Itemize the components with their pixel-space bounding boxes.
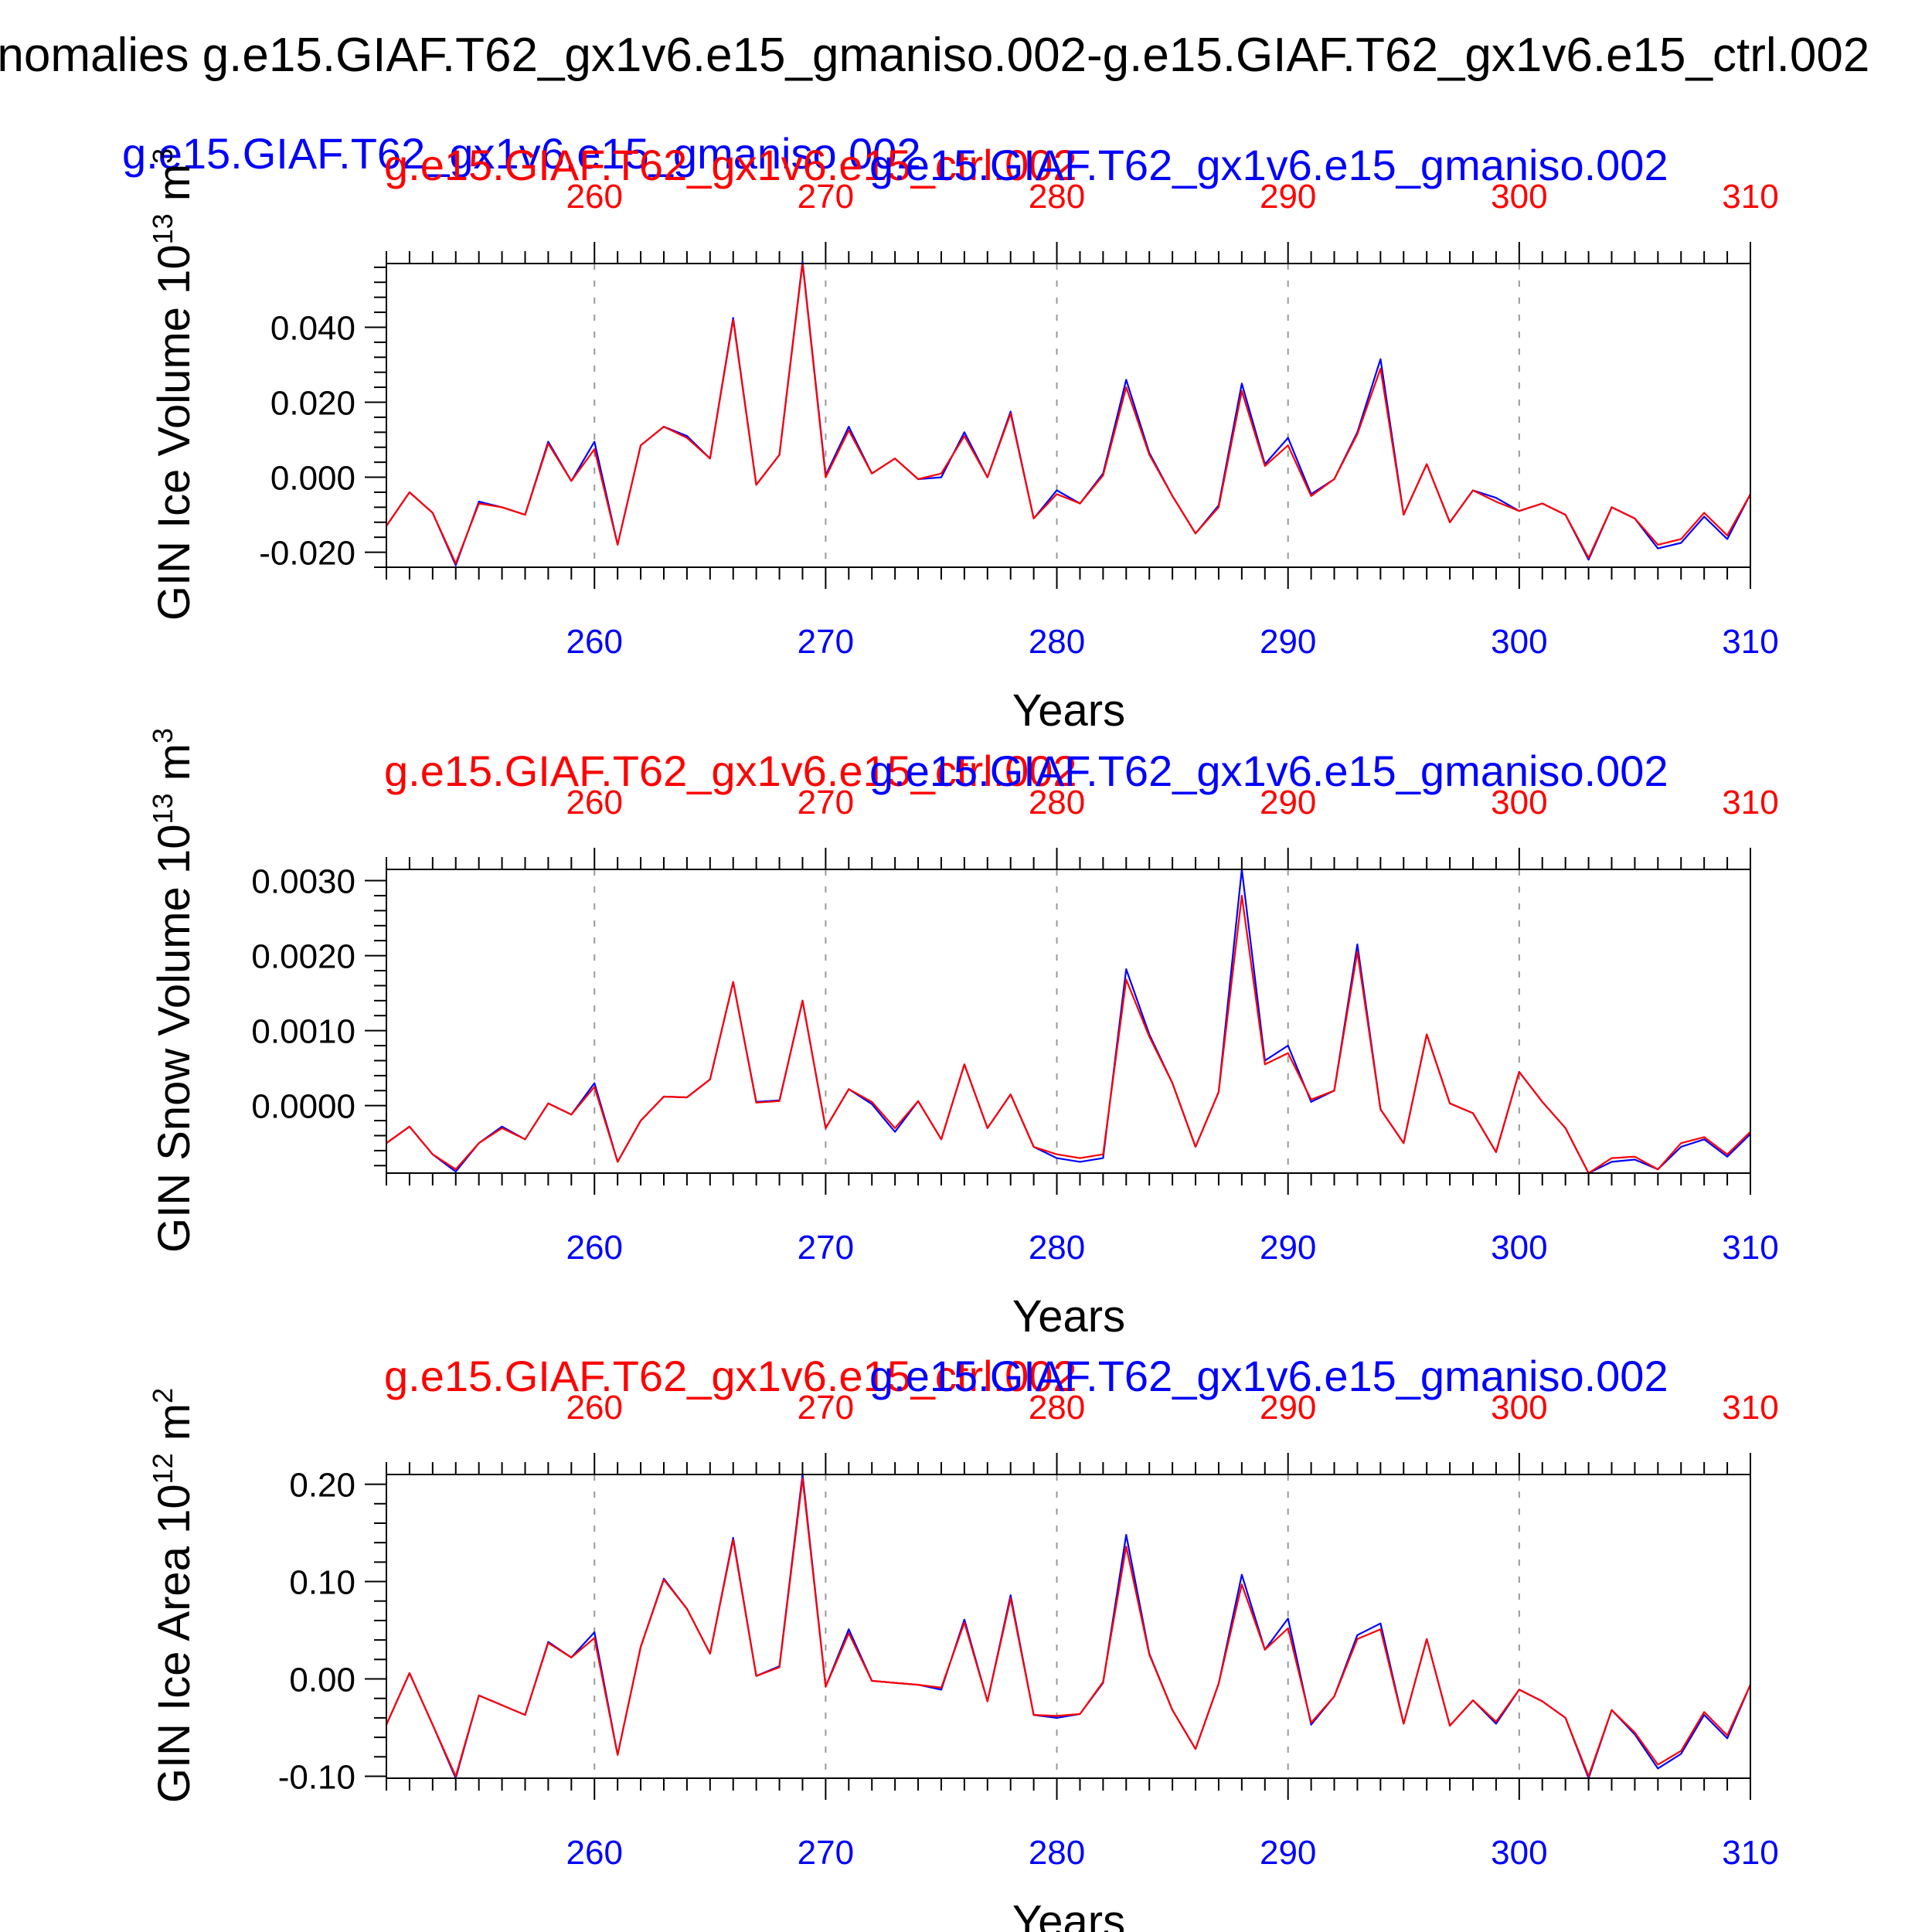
y-tick-label: 0.000 bbox=[270, 460, 355, 498]
plot-frame bbox=[386, 1474, 1751, 1779]
x-tick-label-top: 300 bbox=[1491, 1389, 1547, 1427]
y-axis-label-part: 3 bbox=[147, 728, 179, 743]
y-ticks bbox=[365, 1483, 386, 1777]
y-axis-label-part: m bbox=[149, 743, 199, 793]
x-tick-label-bottom: 270 bbox=[798, 623, 854, 661]
x-tick-label-bottom: 300 bbox=[1491, 1834, 1547, 1872]
x-tick-label-top: 270 bbox=[798, 784, 854, 821]
y-tick-label: 0.040 bbox=[270, 309, 355, 347]
x-ticks bbox=[386, 242, 1751, 589]
plot-frame bbox=[386, 263, 1751, 568]
series-label-control: g.e15.GIAF.T62_gx1v6.e15_ctrl.002 bbox=[384, 141, 1077, 189]
y-ticks bbox=[365, 266, 386, 568]
x-tick-label-bottom: 260 bbox=[566, 1834, 623, 1872]
x-tick-label-top: 260 bbox=[566, 1389, 623, 1427]
y-axis-label: GIN Ice Volume 1013 m3 bbox=[147, 148, 199, 621]
x-tick-label-top: 260 bbox=[566, 784, 623, 821]
series-label-case: g.e15.GIAF.T62_gx1v6.e15_gmaniso.002 bbox=[869, 747, 1668, 795]
y-tick-label: 0.020 bbox=[270, 385, 355, 423]
y-axis-label-part: GIN Ice Volume 10 bbox=[149, 244, 199, 621]
x-tick-label-bottom: 270 bbox=[798, 1229, 854, 1267]
x-tick-label-bottom: 270 bbox=[798, 1834, 854, 1872]
series-label-case: g.e15.GIAF.T62_gx1v6.e15_gmaniso.002 bbox=[869, 1352, 1668, 1400]
x-axis-label: Years bbox=[1012, 685, 1125, 736]
x-tick-label-top: 260 bbox=[566, 178, 623, 216]
series-label-case: g.e15.GIAF.T62_gx1v6.e15_gmaniso.002 bbox=[869, 141, 1668, 189]
y-tick-label: -0.10 bbox=[278, 1758, 355, 1796]
y-tick-label: 0.0010 bbox=[251, 1013, 355, 1051]
x-tick-label-bottom: 260 bbox=[566, 1229, 623, 1267]
x-tick-label-top: 300 bbox=[1491, 178, 1547, 216]
y-tick-label: 0.0030 bbox=[251, 863, 355, 901]
x-tick-label-bottom: 260 bbox=[566, 623, 623, 661]
x-tick-label-top: 280 bbox=[1029, 784, 1085, 821]
y-axis-label-part: 12 bbox=[147, 1453, 179, 1484]
y-tick-label: -0.020 bbox=[259, 535, 355, 573]
y-ticks bbox=[365, 879, 386, 1167]
series-line bbox=[386, 894, 1751, 1175]
y-axis-label: GIN Snow Volume 1013 m3 bbox=[147, 728, 199, 1253]
panel-2: g.e15.GIAF.T62_gx1v6.e15_ctrl.002g.e15.G… bbox=[147, 728, 1779, 1342]
y-axis-label-part: 2 bbox=[147, 1388, 179, 1403]
x-tick-label-top: 290 bbox=[1260, 178, 1316, 216]
y-tick-label: 0.10 bbox=[289, 1564, 355, 1602]
x-ticks bbox=[386, 1453, 1751, 1800]
x-tick-label-bottom: 310 bbox=[1722, 623, 1778, 661]
y-axis-label-part: 13 bbox=[147, 213, 179, 244]
figure-title: Anomalies g.e15.GIAF.T62_gx1v6.e15_gmani… bbox=[0, 29, 1869, 82]
y-tick-label: 0.00 bbox=[289, 1662, 355, 1699]
y-tick-label: 0.0000 bbox=[251, 1088, 355, 1126]
x-tick-label-bottom: 300 bbox=[1491, 1229, 1547, 1267]
y-tick-label: 0.20 bbox=[289, 1467, 355, 1505]
legend-case-name: g.e15.GIAF.T62_gx1v6.e15_gmaniso.002 bbox=[122, 129, 921, 178]
x-axis-label: Years bbox=[1012, 1291, 1125, 1342]
series-label-control: g.e15.GIAF.T62_gx1v6.e15_ctrl.002 bbox=[384, 1352, 1077, 1400]
x-tick-label-bottom: 280 bbox=[1029, 623, 1085, 661]
x-tick-label-bottom: 280 bbox=[1029, 1834, 1085, 1872]
x-axis-label: Years bbox=[1012, 1896, 1125, 1932]
y-axis-label-part: GIN Snow Volume 10 bbox=[149, 825, 199, 1253]
panel-1: g.e15.GIAF.T62_gx1v6.e15_ctrl.002g.e15.G… bbox=[147, 141, 1779, 736]
x-tick-label-top: 300 bbox=[1491, 784, 1547, 821]
x-tick-label-top: 270 bbox=[798, 178, 854, 216]
series-label-control: g.e15.GIAF.T62_gx1v6.e15_ctrl.002 bbox=[384, 747, 1077, 795]
x-tick-label-top: 290 bbox=[1260, 1389, 1316, 1427]
y-axis-label-part: 3 bbox=[147, 148, 179, 164]
plot-frame bbox=[386, 869, 1751, 1174]
x-tick-label-bottom: 290 bbox=[1260, 1229, 1316, 1267]
x-ticks bbox=[386, 848, 1751, 1195]
y-axis-label-part: 13 bbox=[147, 793, 179, 824]
y-axis-label-part: m bbox=[149, 1403, 199, 1453]
x-tick-label-top: 310 bbox=[1722, 1389, 1778, 1427]
x-tick-label-top: 280 bbox=[1029, 1389, 1085, 1427]
y-tick-label: 0.0020 bbox=[251, 938, 355, 976]
x-tick-label-top: 290 bbox=[1260, 784, 1316, 821]
x-tick-label-top: 310 bbox=[1722, 784, 1778, 821]
x-tick-label-top: 310 bbox=[1722, 178, 1778, 216]
x-tick-label-top: 280 bbox=[1029, 178, 1085, 216]
panel-3: g.e15.GIAF.T62_gx1v6.e15_ctrl.002g.e15.G… bbox=[147, 1352, 1779, 1932]
x-tick-label-bottom: 280 bbox=[1029, 1229, 1085, 1267]
y-axis-label-part: m bbox=[149, 164, 199, 213]
series-line bbox=[386, 262, 1751, 565]
y-axis-label-part: GIN Ice Area 10 bbox=[149, 1484, 199, 1803]
x-tick-label-bottom: 300 bbox=[1491, 623, 1547, 661]
x-tick-label-top: 270 bbox=[798, 1389, 854, 1427]
x-tick-label-bottom: 290 bbox=[1260, 623, 1316, 661]
x-tick-label-bottom: 290 bbox=[1260, 1834, 1316, 1872]
x-tick-label-bottom: 310 bbox=[1722, 1229, 1778, 1267]
y-axis-label: GIN Ice Area 1012 m2 bbox=[147, 1388, 199, 1803]
x-tick-label-bottom: 310 bbox=[1722, 1834, 1778, 1872]
legend-top-case: g.e15.GIAF.T62_gx1v6.e15_gmaniso.002 bbox=[122, 129, 921, 178]
series-line bbox=[385, 1477, 1752, 1777]
